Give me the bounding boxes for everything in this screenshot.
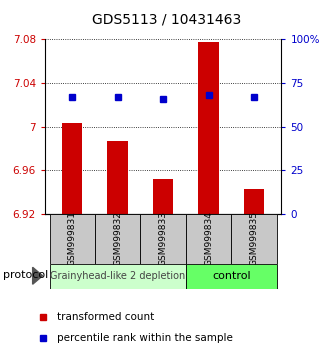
Bar — [244, 189, 264, 214]
Text: GSM999834: GSM999834 — [204, 211, 213, 267]
Bar — [95, 214, 141, 264]
Bar — [153, 179, 173, 214]
Text: GDS5113 / 10431463: GDS5113 / 10431463 — [92, 12, 241, 27]
Bar — [108, 141, 128, 214]
Text: percentile rank within the sample: percentile rank within the sample — [57, 333, 232, 343]
Text: Grainyhead-like 2 depletion: Grainyhead-like 2 depletion — [50, 271, 185, 281]
Bar — [62, 123, 83, 214]
Polygon shape — [33, 267, 43, 284]
Text: GSM999831: GSM999831 — [68, 211, 77, 267]
Text: GSM999833: GSM999833 — [159, 211, 168, 267]
Bar — [231, 214, 277, 264]
Bar — [141, 214, 186, 264]
Bar — [186, 264, 277, 289]
Bar — [198, 42, 219, 214]
Text: protocol: protocol — [3, 270, 49, 280]
Bar — [50, 264, 186, 289]
Text: control: control — [212, 271, 251, 281]
Text: GSM999832: GSM999832 — [113, 211, 122, 267]
Bar — [186, 214, 231, 264]
Text: transformed count: transformed count — [57, 312, 154, 322]
Bar — [50, 214, 95, 264]
Text: GSM999835: GSM999835 — [250, 211, 259, 267]
